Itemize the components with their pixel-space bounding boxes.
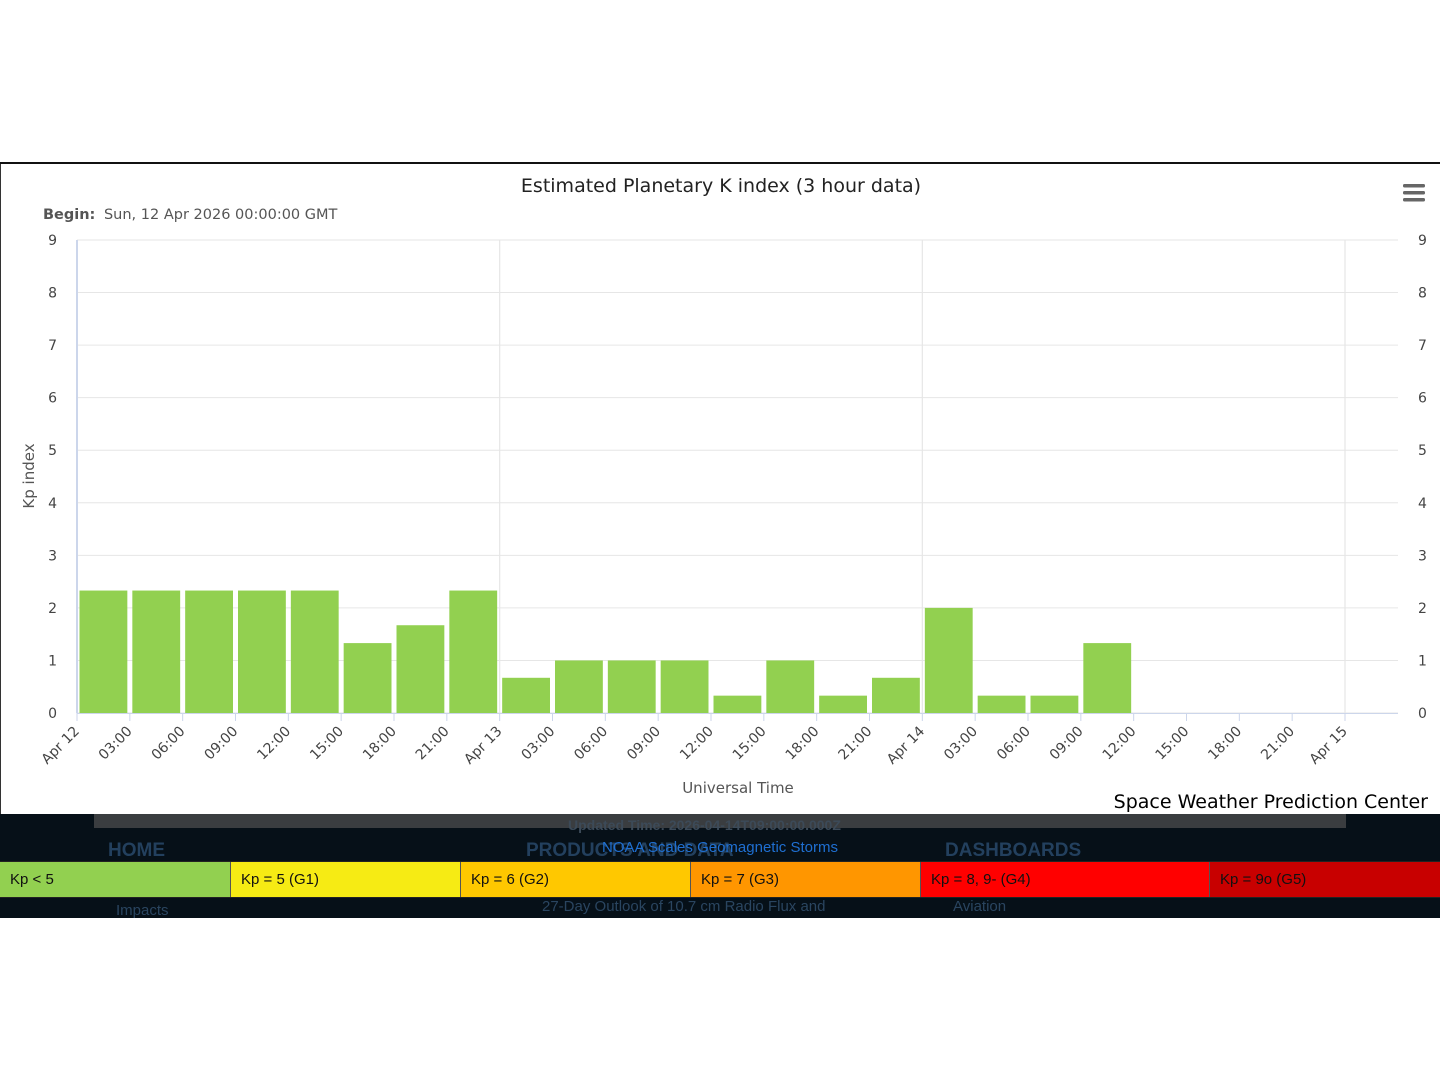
subtitle-value: Sun, 12 Apr 2026 00:00:00 GMT <box>104 207 338 223</box>
y-tick-label-right: 9 <box>1418 233 1427 249</box>
y-axis-title: Kp index <box>20 443 38 508</box>
x-tick-label: 15:00 <box>730 724 770 764</box>
x-tick-label: 15:00 <box>1152 724 1192 764</box>
credit-text: Space Weather Prediction Center <box>1113 791 1428 813</box>
y-tick-label-right: 0 <box>1418 706 1427 722</box>
kp-bar[interactable] <box>185 590 233 713</box>
aviation-link[interactable]: Aviation <box>953 898 1007 915</box>
kp-bar[interactable] <box>79 590 128 713</box>
legend-g3: Kp = 7 (G3) <box>691 862 921 897</box>
legend-g4: Kp = 8, 9- (G4) <box>921 862 1210 897</box>
kp-legend: Kp < 5 Kp = 5 (G1) Kp = 6 (G2) Kp = 7 (G… <box>0 861 1440 898</box>
x-tick-label: 12:00 <box>1100 724 1140 764</box>
y-tick-label: 4 <box>48 496 57 512</box>
y-tick-label-right: 3 <box>1418 548 1427 564</box>
y-tick-label: 9 <box>48 233 57 249</box>
chart-menu-icon[interactable] <box>1402 182 1426 204</box>
x-tick-label: 03:00 <box>941 724 981 764</box>
kp-bar[interactable] <box>1030 695 1079 713</box>
kp-bar[interactable] <box>290 590 339 713</box>
chart-title: Estimated Planetary K index (3 hour data… <box>521 175 921 197</box>
kp-bar[interactable] <box>343 643 392 713</box>
y-tick-label-right: 1 <box>1418 653 1427 669</box>
kp-chart: Estimated Planetary K index (3 hour data… <box>20 175 1427 797</box>
kp-bar[interactable] <box>238 590 286 713</box>
nav-products-link[interactable]: PRODUCTS AND DATA <box>526 840 734 861</box>
x-tick-label: 09:00 <box>624 724 664 764</box>
outlook-link[interactable]: 27-Day Outlook of 10.7 cm Radio Flux and <box>542 898 826 915</box>
kp-bar[interactable] <box>396 625 445 713</box>
x-tick-label: 09:00 <box>1047 724 1087 764</box>
y-tick-label: 8 <box>48 286 57 302</box>
kp-bar[interactable] <box>713 695 762 713</box>
kp-bar[interactable] <box>872 677 920 713</box>
y-tick-label-right: 2 <box>1418 601 1427 617</box>
x-tick-label: 21:00 <box>835 724 875 764</box>
background-band <box>94 814 1346 828</box>
noaa-scales-link[interactable]: NOAA Scales Geomagnetic Storms <box>602 839 838 856</box>
y-tick-label-right: 5 <box>1418 443 1427 459</box>
bar-layer <box>79 590 1132 713</box>
updated-time: Updated Time: 2026-04-14T09:00:00.000Z <box>568 817 841 833</box>
legend-g2: Kp = 6 (G2) <box>461 862 691 897</box>
kp-bar[interactable] <box>924 607 973 713</box>
nav-dashboards-link[interactable]: DASHBOARDS <box>945 840 1082 861</box>
impacts-link[interactable]: Impacts <box>116 902 169 919</box>
legend-kp-below-5: Kp < 5 <box>0 862 231 897</box>
x-tick-label: 15:00 <box>307 724 347 764</box>
x-tick-label: 12:00 <box>254 724 294 764</box>
y-tick-label: 1 <box>48 653 57 669</box>
x-tick-label: 09:00 <box>201 724 241 764</box>
y-tick-label-right: 8 <box>1418 286 1427 302</box>
y-tick-label: 0 <box>48 706 57 722</box>
kp-bar[interactable] <box>555 660 603 713</box>
kp-bar[interactable] <box>449 590 498 713</box>
kp-bar[interactable] <box>607 660 656 713</box>
kp-bar[interactable] <box>502 677 550 713</box>
y-tick-label-right: 6 <box>1418 391 1427 407</box>
x-tick-label: 18:00 <box>360 724 400 764</box>
x-tick-label: 12:00 <box>677 724 717 764</box>
kp-bar[interactable] <box>766 660 815 713</box>
x-tick-label: Apr 12 <box>39 724 83 768</box>
x-tick-label: 21:00 <box>413 724 453 764</box>
kp-chart-panel: Estimated Planetary K index (3 hour data… <box>0 164 1440 815</box>
y-tick-label-right: 4 <box>1418 496 1427 512</box>
chart-subtitle: Begin: Sun, 12 Apr 2026 00:00:00 GMT <box>43 207 338 223</box>
nav-home-link[interactable]: HOME <box>108 840 165 861</box>
x-tick-label: Apr 15 <box>1307 724 1351 768</box>
kp-bar[interactable] <box>660 660 709 713</box>
x-tick-label: 21:00 <box>1258 724 1298 764</box>
x-tick-label: 03:00 <box>96 724 136 764</box>
x-tick-label: 06:00 <box>149 724 189 764</box>
kp-bar[interactable] <box>819 695 867 713</box>
x-tick-label: 18:00 <box>1205 724 1245 764</box>
legend-g1: Kp = 5 (G1) <box>231 862 461 897</box>
y-tick-label: 2 <box>48 601 57 617</box>
grid-layer <box>77 239 1398 714</box>
x-tick-label: 06:00 <box>994 724 1034 764</box>
y-tick-label: 5 <box>48 443 57 459</box>
x-tick-label: Apr 14 <box>884 723 928 767</box>
x-tick-label: 03:00 <box>518 724 558 764</box>
y-tick-label: 3 <box>48 548 57 564</box>
legend-g5: Kp = 9o (G5) <box>1210 862 1440 897</box>
subtitle-label: Begin: <box>43 207 95 223</box>
top-rule <box>0 162 1440 164</box>
kp-bar[interactable] <box>132 590 181 713</box>
y-tick-label: 6 <box>48 391 57 407</box>
x-tick-label: 18:00 <box>783 724 823 764</box>
y-tick-label: 7 <box>48 338 57 354</box>
y-tick-label-right: 7 <box>1418 338 1427 354</box>
x-axis-title: Universal Time <box>682 779 794 797</box>
kp-bar[interactable] <box>977 695 1026 713</box>
kp-bar[interactable] <box>1083 643 1132 713</box>
x-tick-label: 06:00 <box>571 724 611 764</box>
x-tick-label: Apr 13 <box>461 724 505 768</box>
